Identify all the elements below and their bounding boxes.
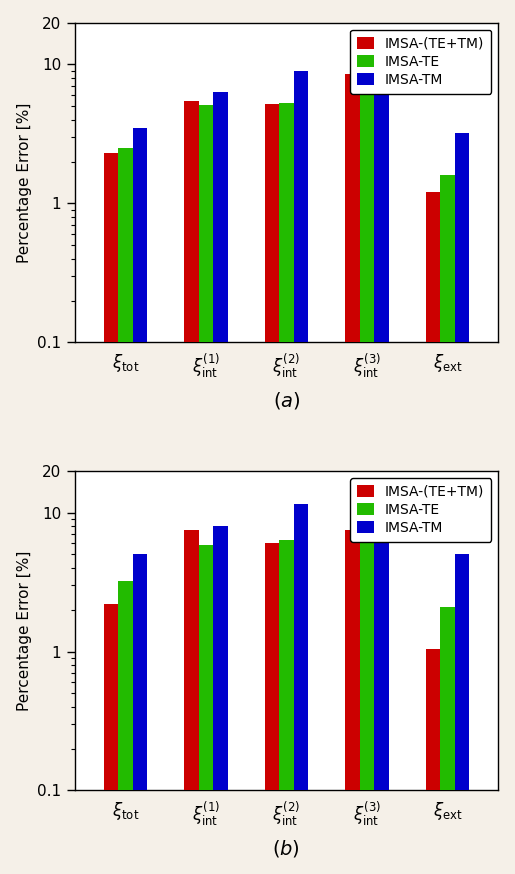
Bar — [199, 105, 213, 874]
Bar — [213, 526, 228, 874]
Bar — [345, 530, 360, 874]
Bar — [104, 153, 118, 874]
Bar — [279, 103, 294, 874]
Text: $\mathit{(b)}$: $\mathit{(b)}$ — [272, 838, 300, 859]
Bar — [132, 554, 147, 874]
Bar — [294, 504, 308, 874]
Bar — [213, 93, 228, 874]
Bar — [345, 74, 360, 874]
Bar — [374, 517, 389, 874]
Bar — [132, 128, 147, 874]
Bar — [440, 175, 455, 874]
Bar — [455, 554, 469, 874]
Bar — [118, 581, 132, 874]
Legend: IMSA-(TE+TM), IMSA-TE, IMSA-TM: IMSA-(TE+TM), IMSA-TE, IMSA-TM — [350, 478, 491, 542]
Bar — [118, 148, 132, 874]
Bar — [426, 192, 440, 874]
Bar — [184, 101, 199, 874]
Bar — [184, 530, 199, 874]
Bar — [265, 544, 279, 874]
Bar — [360, 82, 374, 874]
Bar — [360, 524, 374, 874]
Bar — [426, 649, 440, 874]
Bar — [440, 607, 455, 874]
Bar — [294, 71, 308, 874]
Bar — [374, 78, 389, 874]
Bar — [104, 604, 118, 874]
Y-axis label: Percentage Error [%]: Percentage Error [%] — [16, 102, 31, 263]
Bar — [455, 133, 469, 874]
Bar — [199, 545, 213, 874]
Legend: IMSA-(TE+TM), IMSA-TE, IMSA-TM: IMSA-(TE+TM), IMSA-TE, IMSA-TM — [350, 30, 491, 94]
Bar — [279, 540, 294, 874]
Bar — [265, 104, 279, 874]
Text: $\mathit{(a)}$: $\mathit{(a)}$ — [272, 391, 300, 412]
Y-axis label: Percentage Error [%]: Percentage Error [%] — [16, 551, 31, 711]
